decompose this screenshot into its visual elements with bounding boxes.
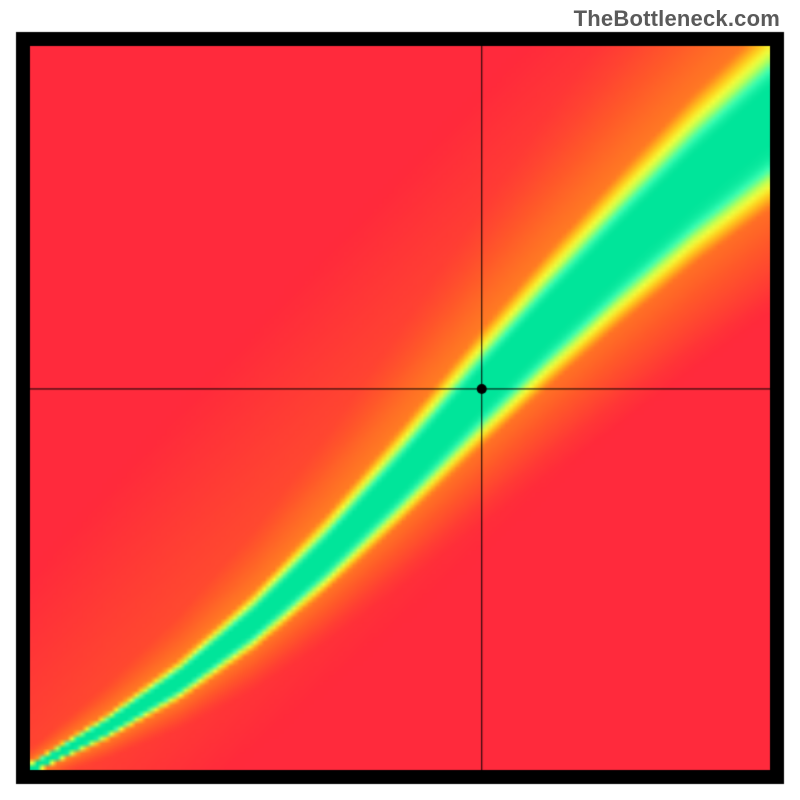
plot-container: TheBottleneck.com: [0, 0, 800, 800]
attribution-text: TheBottleneck.com: [574, 6, 780, 32]
heatmap-canvas: [0, 0, 800, 800]
